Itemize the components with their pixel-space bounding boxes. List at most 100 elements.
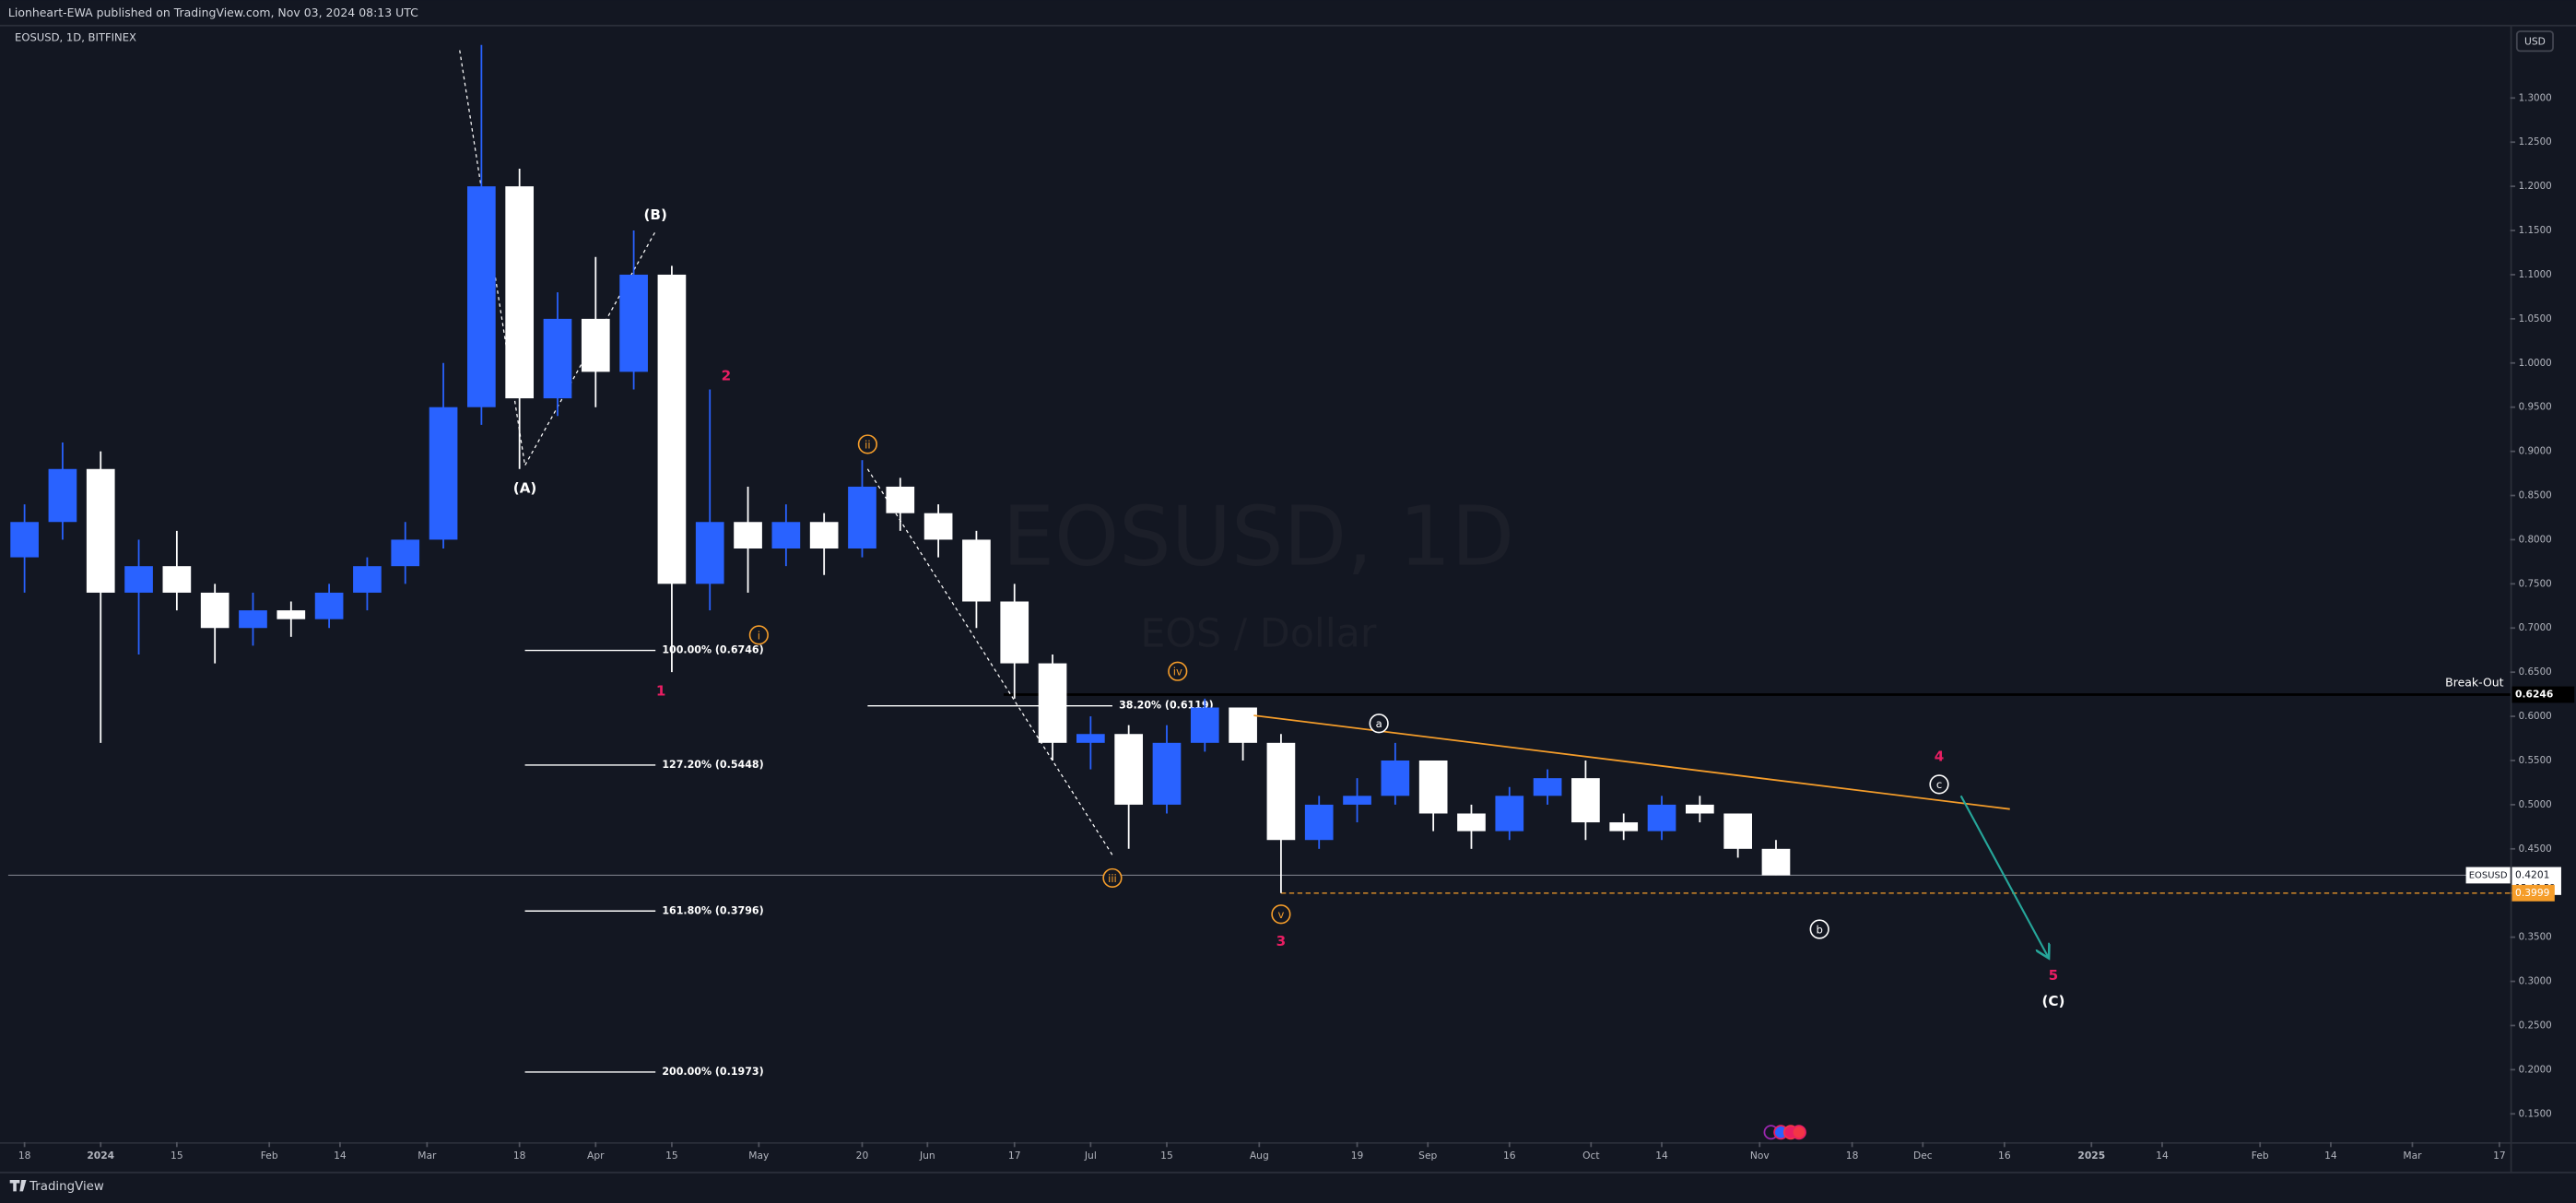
candle-body (657, 274, 687, 584)
wave-label: 4 (1935, 749, 1945, 765)
watermark-subtitle: EOS / Dollar (1140, 610, 1376, 656)
candle-body (771, 522, 801, 549)
y-tick-label: 1.3000 (2519, 92, 2552, 103)
candle-body (1533, 778, 1562, 796)
candle-body (809, 522, 839, 549)
wave-label: iv (1173, 666, 1182, 678)
wave-label: v (1277, 908, 1284, 921)
x-tick-label: 20 (856, 1150, 869, 1162)
y-tick-label: 1.0000 (2519, 358, 2552, 369)
y-tick-label: 0.3500 (2519, 932, 2552, 943)
wave-circle (1809, 919, 1829, 939)
candle-body (1229, 707, 1257, 743)
candle-body (162, 566, 192, 593)
x-tick-label: Sep (1418, 1150, 1437, 1162)
candle-body (276, 610, 306, 619)
y-tick-label: 1.2500 (2519, 136, 2552, 147)
fib-label: 100.00% (0.6746) (662, 644, 763, 656)
last-price-label: 0.4201 (2515, 868, 2549, 880)
y-tick-label: 0.6500 (2519, 666, 2552, 678)
y-tick-label: 0.5000 (2519, 799, 2552, 810)
candle-body (1152, 742, 1182, 805)
wave-circle (1271, 904, 1291, 925)
candle-body (962, 539, 991, 602)
wave-circle (1168, 661, 1188, 681)
wave-circle (748, 625, 769, 645)
candle-body (200, 592, 229, 629)
y-tick-label: 1.0500 (2519, 313, 2552, 324)
candle-body (695, 522, 724, 584)
wave-circle (1929, 774, 1949, 795)
candle-body (1076, 734, 1105, 743)
wave-label: (A) (513, 479, 537, 496)
x-tick-label: 17 (1008, 1150, 1021, 1162)
x-tick-label: 14 (334, 1150, 347, 1162)
x-tick-label: 15 (1160, 1150, 1173, 1162)
x-tick-label: 18 (513, 1150, 526, 1162)
currency-box[interactable] (2515, 30, 2554, 53)
x-tick-label: Aug (1250, 1150, 1269, 1162)
candle-body (86, 468, 115, 593)
y-tick-label: 0.4500 (2519, 843, 2552, 855)
level-tag-label: 0.6246 (2515, 689, 2553, 701)
watermark-title: EOSUSD, 1D (1003, 489, 1514, 585)
candle-body (1761, 848, 1791, 876)
y-tick-label: 0.8500 (2519, 490, 2552, 501)
wave-label: 5 (2049, 967, 2059, 984)
publisher: Lionheart-EWA published on TradingView.c… (8, 6, 418, 19)
wave-label: b (1817, 923, 1823, 936)
currency: USD (2524, 36, 2546, 48)
y-tick-label: 1.2000 (2519, 181, 2552, 192)
candle-body (314, 592, 344, 619)
fib-label: 161.80% (0.3796) (662, 904, 763, 916)
fib-label: 200.00% (0.1973) (662, 1066, 763, 1078)
x-tick-label: 19 (1351, 1150, 1364, 1162)
fib-label: 38.20% (0.6119) (1119, 700, 1214, 712)
symbol-tag (2465, 867, 2511, 884)
support-tag-label: 0.3999 (2515, 887, 2550, 899)
y-tick-label: 0.1500 (2519, 1108, 2552, 1119)
support-tag (2511, 884, 2555, 902)
wave-label: (B) (644, 206, 667, 223)
x-tick-label: 14 (2324, 1150, 2337, 1162)
x-tick-label: 17 (2493, 1150, 2506, 1162)
wave-circle (857, 434, 877, 454)
y-tick-label: 1.1500 (2519, 225, 2552, 236)
wave-label: a (1376, 717, 1382, 730)
x-tick-label: Mar (418, 1150, 437, 1162)
wave-label: 2 (722, 368, 732, 384)
event-icons[interactable] (1763, 1125, 1806, 1140)
candle-body (1685, 804, 1714, 814)
y-tick-label: 0.7000 (2519, 622, 2552, 633)
candle-body (1418, 760, 1448, 814)
x-tick-label: Nov (1750, 1150, 1770, 1162)
candle-body (429, 407, 458, 540)
wave-label: (C) (2041, 993, 2064, 1009)
candle-body (1190, 707, 1219, 743)
candle-body (239, 610, 267, 629)
wave-label: ii (865, 438, 870, 451)
x-tick-label: 2025 (2077, 1150, 2105, 1162)
candle-body (1495, 796, 1524, 831)
candle-body (1038, 663, 1067, 743)
candle-body (1571, 778, 1600, 823)
fib-label: 127.20% (0.5448) (662, 759, 763, 771)
candle-body (848, 486, 876, 549)
candle-body (923, 513, 953, 540)
candle-body (543, 318, 572, 399)
y-tick-label: 0.5500 (2519, 755, 2552, 766)
projection-arrow (1959, 795, 2048, 956)
y-tick-label: 0.9500 (2519, 402, 2552, 413)
y-tick-label: 0.7500 (2519, 578, 2552, 589)
x-tick-label: 18 (18, 1150, 31, 1162)
y-tick-label: 0.2500 (2519, 1020, 2552, 1031)
tv-logo (9, 1179, 27, 1192)
candle-body (886, 486, 915, 513)
wave-label: 3 (1276, 933, 1287, 949)
level-label: Break-Out (2445, 676, 2504, 690)
y-tick-label: 0.8000 (2519, 534, 2552, 545)
candle-body (1114, 734, 1144, 805)
candle-body (467, 186, 496, 407)
